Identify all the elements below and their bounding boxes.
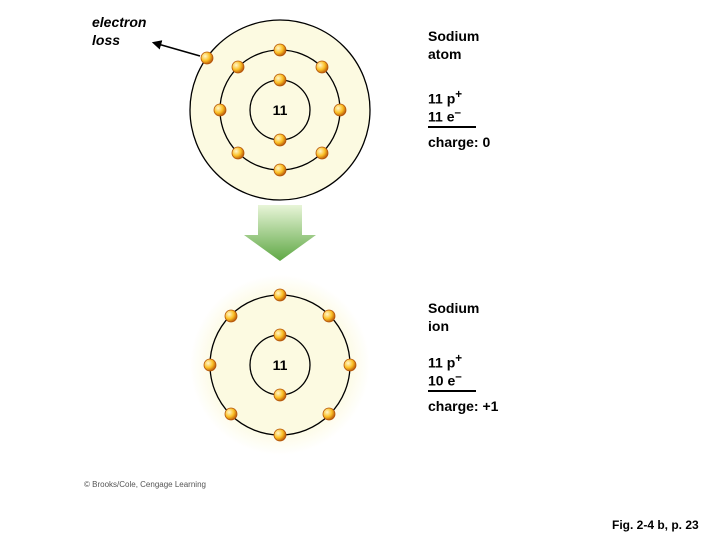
atom-electrons-text: 11 e	[428, 109, 454, 125]
plus-sup-icon: +	[455, 88, 462, 101]
ion-charge: charge: +1	[428, 398, 498, 416]
ion-divider	[428, 390, 476, 392]
minus-sup-icon: –	[454, 106, 460, 119]
plus-sup-icon-2: +	[455, 352, 462, 365]
electron-loss-label: electron loss	[92, 14, 146, 49]
diagram-svg	[0, 0, 720, 540]
atom-bottom-center-number: 11	[273, 357, 288, 373]
sodium-atom-title: Sodium atom	[428, 28, 479, 63]
atom-electrons-line: 11 e–	[428, 106, 461, 126]
figure-reference: Fig. 2-4 b, p. 23	[612, 518, 699, 532]
atom-protons-text: 11 p	[428, 91, 455, 107]
ion-electrons-text: 10 e	[428, 373, 455, 389]
copyright-text: © Brooks/Cole, Cengage Learning	[84, 480, 206, 489]
ion-electrons-line: 10 e–	[428, 370, 462, 390]
minus-sup-icon-2: –	[455, 370, 461, 383]
atom-divider	[428, 126, 476, 128]
ion-protons-text: 11 p	[428, 355, 455, 371]
sodium-ion-title: Sodium ion	[428, 300, 479, 335]
atom-top-center-number: 11	[273, 102, 288, 118]
atom-charge: charge: 0	[428, 134, 490, 152]
